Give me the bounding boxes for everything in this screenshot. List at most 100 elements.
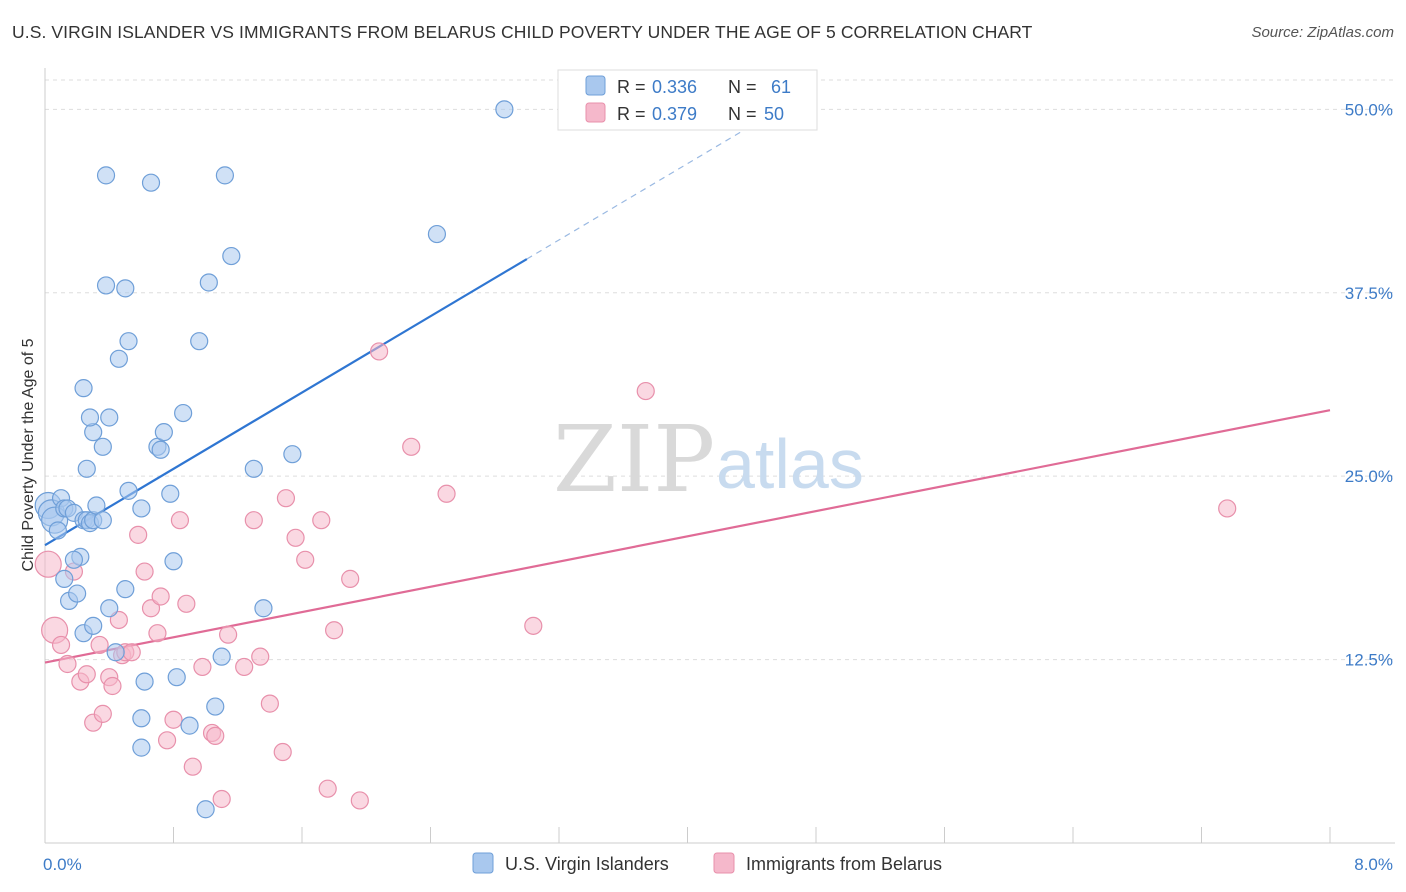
belarus-point-36 <box>276 489 296 508</box>
belarus-point-26 <box>193 657 212 677</box>
virgin-islanders-point-58 <box>100 408 119 427</box>
bottom-legend-label-belarus: Immigrants from Belarus <box>746 854 942 874</box>
legend-r-value-1: 0.336 <box>652 77 697 97</box>
belarus-point-31 <box>235 657 254 677</box>
belarus-point-33 <box>251 647 270 666</box>
belarus-point-11 <box>103 676 122 696</box>
legend-n-value-1: 61 <box>771 77 791 97</box>
y-tick-label-3: 50.0% <box>1345 100 1393 119</box>
virgin-islanders-point-29 <box>151 440 170 459</box>
belarus-point-39 <box>312 511 331 530</box>
belarus-point-20 <box>151 587 170 606</box>
watermark-atlas: atlas <box>716 425 864 503</box>
virgin-islanders-point-46 <box>116 279 135 298</box>
legend-n-label-2: N = <box>728 104 757 124</box>
virgin-islanders-point-32 <box>164 552 183 571</box>
bottom-legend-label-virgin-islanders: U.S. Virgin Islanders <box>505 854 669 874</box>
belarus-point-32 <box>244 511 263 530</box>
virgin-islanders-point-57 <box>495 100 514 119</box>
legend-n-value-2: 50 <box>764 104 784 124</box>
source-credit: Source: ZipAtlas.com <box>1251 24 1394 41</box>
virgin-islanders-point-50 <box>244 459 263 478</box>
virgin-islanders-point-33 <box>167 668 186 687</box>
belarus-point-15 <box>122 643 141 662</box>
legend-r-label-2: R = <box>617 104 646 124</box>
belarus-point-23 <box>170 511 190 530</box>
legend-n-label-1: N = <box>728 77 757 97</box>
belarus-point-6 <box>77 665 96 684</box>
virgin-islanders-point-42 <box>74 379 93 398</box>
belarus-point-21 <box>157 731 177 750</box>
y-tick-labels: 12.5% 25.0% 37.5% 50.0% <box>1345 100 1393 669</box>
watermark-zip: ZIP <box>553 406 715 513</box>
legend-r-value-2: 0.379 <box>652 104 697 124</box>
trendline-virgin-islanders-extension <box>526 105 785 260</box>
bottom-legend: U.S. Virgin Islanders Immigrants from Be… <box>472 852 942 874</box>
belarus-point-16 <box>129 525 148 544</box>
virgin-islanders-point-55 <box>96 276 116 295</box>
belarus-point-2 <box>51 635 71 655</box>
belarus-point-35 <box>273 742 292 762</box>
belarus-point-25 <box>183 757 202 776</box>
grid <box>45 79 1395 661</box>
belarus-point-17 <box>135 562 154 581</box>
virgin-islanders-point-23 <box>106 643 125 662</box>
virgin-islanders-point-39 <box>212 647 231 666</box>
virgin-islanders-point-22 <box>100 599 119 618</box>
x-tick-label-min: 0.0% <box>43 855 82 874</box>
belarus-point-19 <box>148 624 167 643</box>
trendlines <box>44 105 1331 664</box>
legend-swatch-belarus <box>585 102 606 123</box>
virgin-islanders-point-52 <box>283 445 302 464</box>
belarus-point-41 <box>325 621 344 640</box>
legend-box: R = 0.336 N = 61 R = 0.379 N = 50 <box>557 69 818 131</box>
virgin-islanders-point-3 <box>48 521 67 540</box>
chart-title: U.S. VIRGIN ISLANDER VS IMMIGRANTS FROM … <box>12 22 1033 42</box>
axes <box>44 68 1395 844</box>
belarus-point-0 <box>34 550 62 578</box>
virgin-islanders-point-59 <box>84 423 103 442</box>
virgin-islanders-point-35 <box>180 716 199 735</box>
virgin-islanders-point-41 <box>222 246 241 266</box>
virgin-islanders-point-19 <box>84 616 103 635</box>
y-axis-label: Child Poverty Under the Age of 5 <box>20 338 37 571</box>
x-tick-label-max: 8.0% <box>1354 855 1393 874</box>
virgin-islanders-point-45 <box>109 349 128 368</box>
y-tick-label-0: 12.5% <box>1345 651 1393 670</box>
virgin-islanders-point-40 <box>215 166 234 185</box>
belarus-point-42 <box>341 569 360 588</box>
belarus-point-38 <box>296 550 315 569</box>
belarus-point-28 <box>206 726 225 745</box>
virgin-islanders-point-56 <box>427 224 447 244</box>
belarus-point-9 <box>93 704 112 723</box>
virgin-islanders-point-34 <box>174 403 193 423</box>
virgin-islanders-point-44 <box>96 166 116 185</box>
virgin-islanders-point-51 <box>254 599 273 618</box>
belarus-point-18 <box>141 599 161 618</box>
belarus-point-43 <box>350 791 369 810</box>
virgin-islanders-point-38 <box>206 697 225 716</box>
belarus-point-29 <box>212 789 231 809</box>
virgin-islanders-point-16 <box>55 569 74 588</box>
belarus-point-45 <box>402 437 421 456</box>
virgin-islanders-point-37 <box>199 273 218 292</box>
belarus-point-47 <box>524 616 543 635</box>
virgin-islanders-point-25 <box>119 481 138 500</box>
belarus-point-46 <box>437 484 456 503</box>
legend-swatch-virgin-islanders <box>585 75 606 96</box>
virgin-islanders-point-48 <box>132 709 151 728</box>
virgin-islanders-point-54 <box>196 800 215 819</box>
trendline-belarus <box>44 409 1331 664</box>
virgin-islanders-point-53 <box>132 738 151 757</box>
virgin-islanders-point-9 <box>68 584 87 603</box>
virgin-islanders-point-60 <box>80 408 100 427</box>
virgin-islanders-point-36 <box>190 332 209 351</box>
virgin-islanders-point-17 <box>64 550 84 569</box>
belarus-point-34 <box>260 694 279 713</box>
virgin-islanders-point-30 <box>154 423 173 442</box>
virgin-islanders-point-26 <box>132 499 151 518</box>
virgin-islanders-point-27 <box>135 672 154 691</box>
belarus-point-49 <box>1218 499 1237 518</box>
belarus-point-40 <box>318 779 337 798</box>
